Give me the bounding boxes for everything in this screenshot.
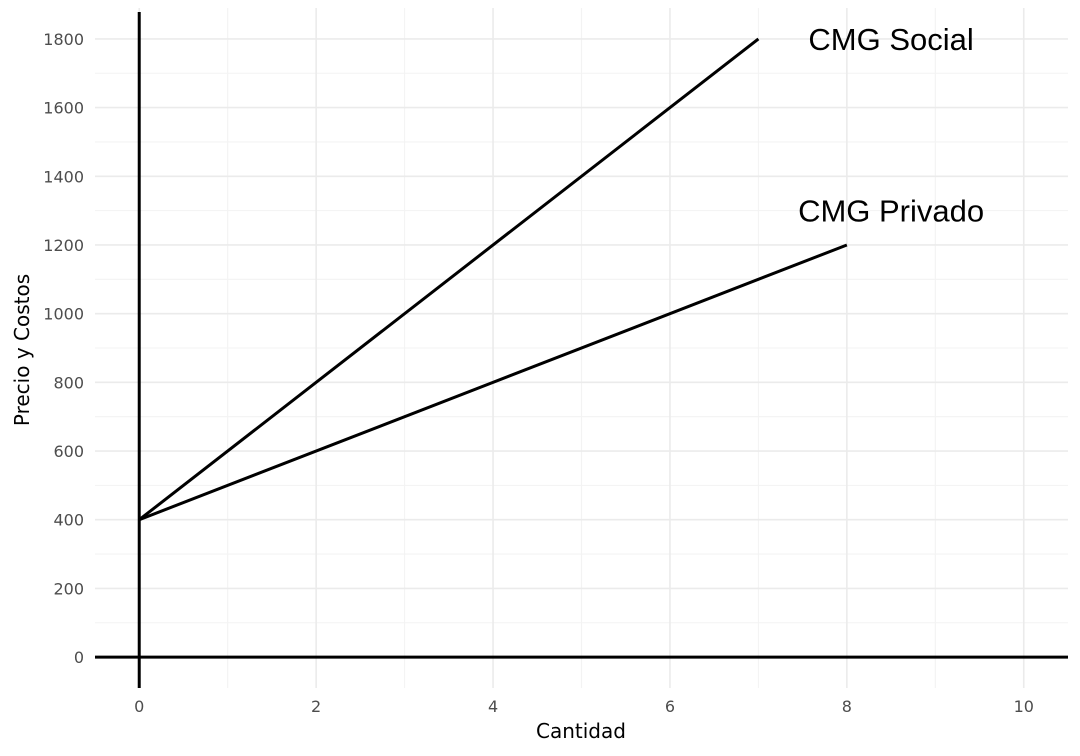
y-tick-label: 1800: [43, 30, 84, 49]
axes: [95, 12, 1068, 688]
series-line-1: [138, 243, 848, 522]
y-tick-label: 1200: [43, 236, 84, 255]
x-tick-label: 8: [842, 697, 852, 716]
x-tick-label: 10: [1014, 697, 1034, 716]
x-tick-labels: 0 2 4 6 8 10: [134, 697, 1034, 716]
x-tick-label: 4: [488, 697, 498, 716]
y-tick-label: 400: [53, 511, 84, 530]
x-tick-label: 0: [134, 697, 144, 716]
series-line-0: [138, 37, 760, 521]
y-tick-labels: 0 200 400 600 800 1000 1200 1400 1600 1800: [43, 30, 84, 667]
x-tick-label: 2: [311, 697, 321, 716]
series-lines: [138, 37, 848, 522]
y-tick-label: 0: [74, 648, 84, 667]
y-tick-label: 800: [53, 373, 84, 392]
curve-label-1: CMG Privado: [798, 194, 984, 229]
curve-label-0: CMG Social: [808, 22, 973, 57]
curve-labels: CMG Social CMG Privado: [798, 22, 984, 229]
minor-gridlines: [95, 8, 1068, 688]
x-axis-title: Cantidad: [536, 719, 626, 743]
y-tick-label: 1600: [43, 99, 84, 118]
y-tick-label: 200: [53, 579, 84, 598]
x-tick-label: 6: [665, 697, 675, 716]
y-tick-label: 600: [53, 442, 84, 461]
y-axis-title: Precio y Costos: [10, 274, 34, 426]
y-tick-label: 1400: [43, 167, 84, 186]
y-tick-label: 1000: [43, 305, 84, 324]
